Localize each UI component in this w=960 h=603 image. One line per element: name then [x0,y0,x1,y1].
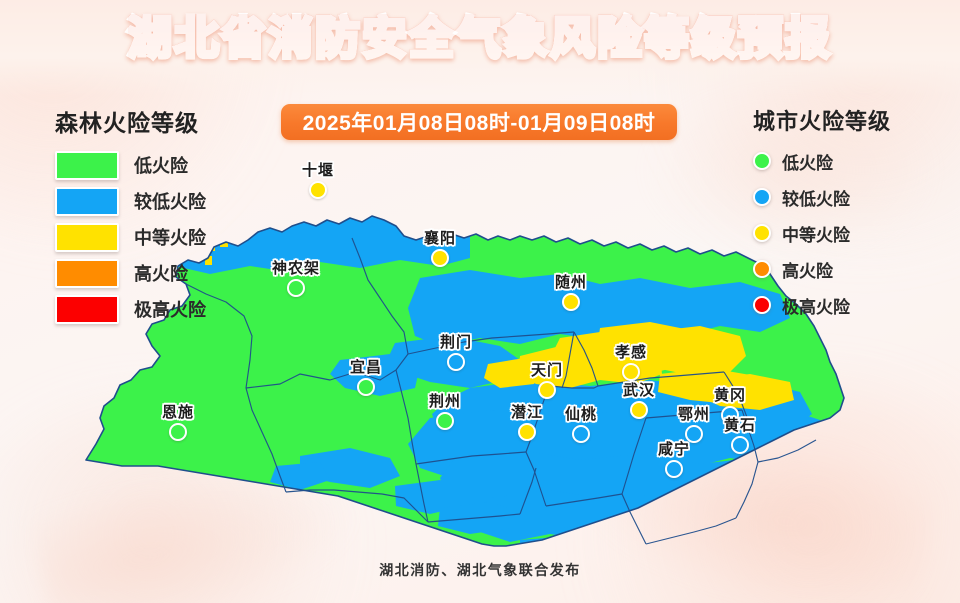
city-risk-dot [571,425,590,443]
city-marker-神农架: 神农架 [272,261,320,297]
legend-urban-item: 较低火险 [753,186,891,209]
city-risk-dot [537,381,556,399]
legend-forest-swatch-3 [55,222,119,252]
city-risk-dot [664,460,683,478]
legend-forest-swatch-4 [55,258,119,288]
city-risk-dot [430,249,449,267]
legend-urban-item: 极高火险 [753,294,891,317]
city-risk-dot [720,406,739,424]
background-swoosh-upper-right [640,80,940,260]
background-top-band [0,0,960,96]
legend-urban-label: 较低火险 [782,189,850,209]
city-label: 鄂州 [677,406,711,423]
city-label: 黄石 [723,417,757,434]
page-title: 湖北省消防安全气象风险等级预报 [125,11,833,65]
footer-attribution: 湖北消防、湖北气象联合发布 [379,562,581,578]
city-marker-仙桃: 仙桃 [565,407,597,443]
city-marker-鄂州: 鄂州 [678,407,710,443]
city-label: 黄冈 [713,387,747,404]
legend-forest-item: 较低火险 [55,186,206,216]
city-risk-dot [621,363,640,381]
legend-urban-dot-5 [753,296,771,314]
legend-forest-label: 高火险 [134,264,188,284]
legend-urban-dot-1 [753,152,771,170]
legend-forest-swatch-2 [55,186,119,216]
city-marker-荆门: 荆门 [440,335,472,371]
legend-urban-item: 中等火险 [753,222,891,245]
city-marker-黄冈: 黄冈 [714,388,746,424]
city-marker-恩施: 恩施 [162,405,194,441]
hubei-risk-map [0,88,960,558]
legend-forest-item: 低火险 [55,150,206,180]
city-risk-dot [684,425,703,443]
legend-urban-item: 低火险 [753,150,891,173]
city-label: 咸宁 [657,441,691,458]
city-label: 宜昌 [349,359,383,376]
legend-urban-dot-4 [753,260,771,278]
city-marker-孝感: 孝感 [615,345,647,381]
legend-forest-item: 中等火险 [55,222,206,252]
province-outline [85,215,845,547]
prefecture-boundaries [185,237,817,545]
city-risk-dot [286,279,305,297]
city-label: 神农架 [271,260,321,277]
legend-forest-label: 较低火险 [134,192,206,212]
city-risk-dot [629,401,648,419]
legend-urban-dot-3 [753,224,771,242]
city-risk-dot [446,353,465,371]
city-risk-dot [561,293,580,311]
city-label: 荆门 [439,334,473,351]
city-marker-咸宁: 咸宁 [658,442,690,478]
legend-urban-label: 极高火险 [782,297,850,317]
legend-urban-fire-risk: 城市火险等级 低火险较低火险中等火险高火险极高火险 [753,104,891,330]
legend-forest-label: 低火险 [134,156,188,176]
city-risk-dot [308,181,327,199]
city-label: 孝感 [614,344,648,361]
legend-forest-rows: 低火险较低火险中等火险高火险极高火险 [55,150,206,324]
legend-urban-rows: 低火险较低火险中等火险高火险极高火险 [753,150,891,317]
city-risk-dot [168,423,187,441]
city-label: 荆州 [428,393,462,410]
legend-forest-item: 高火险 [55,258,206,288]
city-risk-dot [435,412,454,430]
city-label: 潜江 [510,404,544,421]
city-label: 十堰 [301,162,335,179]
city-marker-天门: 天门 [531,363,563,399]
legend-urban-title: 城市火险等级 [753,109,892,134]
city-risk-dot [730,436,749,454]
hubei-map-svg [85,215,845,547]
city-marker-潜江: 潜江 [511,405,543,441]
city-risk-dot [517,423,536,441]
city-label: 襄阳 [423,230,457,247]
legend-forest-label: 极高火险 [134,300,206,320]
legend-urban-label: 高火险 [782,261,833,281]
legend-forest-swatch-1 [55,150,119,180]
city-label: 武汉 [622,382,656,399]
city-marker-荆州: 荆州 [429,394,461,430]
city-label: 仙桃 [564,406,598,423]
page-title-container: 湖北省消防安全气象风险等级预报 [0,11,960,65]
legend-urban-dot-2 [753,188,771,206]
city-label: 天门 [530,362,564,379]
legend-urban-label: 中等火险 [782,225,850,245]
legend-forest-label: 中等火险 [134,228,206,248]
city-label: 随州 [554,274,588,291]
city-marker-襄阳: 襄阳 [424,231,456,267]
legend-forest-item: 极高火险 [55,294,206,324]
legend-urban-item: 高火险 [753,258,891,281]
legend-urban-label: 低火险 [782,153,833,173]
city-marker-随州: 随州 [555,275,587,311]
city-marker-宜昌: 宜昌 [350,360,382,396]
city-marker-武汉: 武汉 [623,383,655,419]
legend-forest-title: 森林火险等级 [55,110,199,136]
city-risk-dot [356,378,375,396]
legend-forest-fire-risk: 森林火险等级 低火险较低火险中等火险高火险极高火险 [55,104,206,332]
forecast-period-banner: 2025年01月08日08时-01月09日08时 [281,104,677,140]
city-marker-十堰: 十堰 [302,163,334,199]
city-label: 恩施 [161,404,195,421]
city-marker-黄石: 黄石 [724,418,756,454]
legend-forest-swatch-5 [55,294,119,324]
